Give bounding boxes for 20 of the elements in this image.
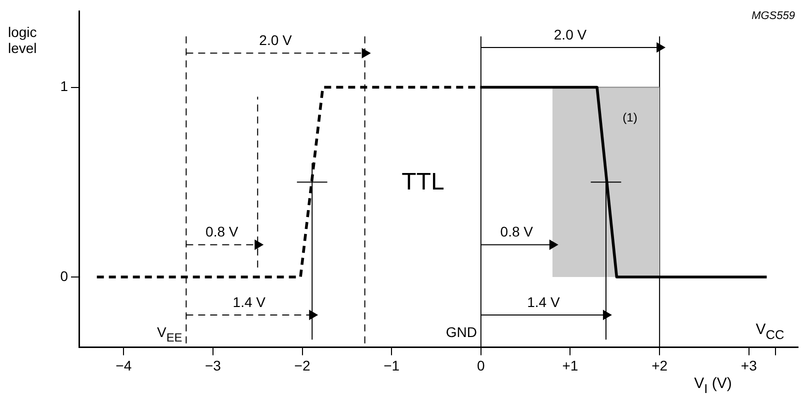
y-tick-label: 1	[60, 78, 68, 94]
series-label: 2.0 V	[259, 32, 293, 48]
y-axis-title: logic level	[8, 24, 37, 56]
annotation: (1)	[622, 110, 638, 124]
series-label: 2.0 V	[554, 26, 588, 42]
series-label: 1.4 V	[232, 294, 266, 310]
x-tick-label: −2	[294, 357, 310, 374]
x-tick-label: −3	[204, 357, 222, 374]
x-tick-label: 0	[477, 357, 486, 374]
x-tick-label: +3	[740, 357, 758, 374]
x-tick-label: −4	[116, 357, 132, 374]
x-tick-label: −1	[384, 357, 400, 374]
ref-line-label: GND	[446, 324, 477, 340]
annotation: MGS559	[752, 10, 795, 22]
series-label: 0.8 V	[206, 224, 239, 240]
annotation: TTL	[402, 168, 444, 196]
series-label: 0.8 V	[500, 224, 534, 240]
x-tick-label: +1	[562, 357, 578, 374]
series-label: 1.4 V	[527, 294, 560, 310]
x-tick-label: +2	[652, 357, 668, 374]
